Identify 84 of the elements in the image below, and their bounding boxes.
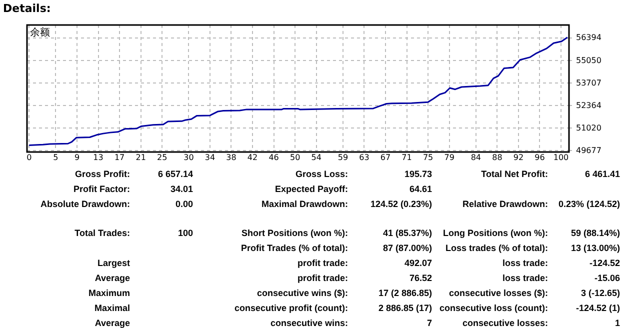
text: Average (94, 318, 130, 328)
y-tick-label: 49677 (576, 146, 602, 155)
text: Expected Payoff: (274, 184, 348, 195)
y-tick-label: 52364 (576, 100, 602, 110)
x-tick-label: 67 (380, 152, 391, 162)
text: 492.07 (404, 258, 432, 269)
text: 2 886.85 (17) (378, 303, 432, 314)
x-tick-label: 9 (74, 152, 80, 162)
x-tick-label: 13 (93, 152, 104, 162)
text: -124.52 (1) (576, 303, 620, 314)
text: -15.06 (594, 273, 620, 284)
x-tick-label: 75 (422, 152, 434, 162)
text: 195.73 (404, 169, 432, 180)
y-tick-label: 56394 (576, 33, 602, 42)
text: 13 (13.00%) (570, 243, 620, 254)
x-tick-label: 92 (513, 152, 524, 162)
text: 6 461.41 (584, 169, 620, 180)
x-tick-label: 88 (492, 152, 502, 162)
text: 59 (88.14%) (570, 228, 620, 239)
x-tick-label: 96 (534, 152, 545, 162)
text: -124.52 (589, 258, 620, 269)
text: Short Positions (won %): (242, 228, 348, 239)
x-tick-label: 34 (204, 152, 216, 162)
text: Profit Factor: (73, 184, 130, 195)
chart-title: Details: (3, 2, 51, 15)
x-tick-label: 0 (26, 152, 32, 162)
text: Maximal Drawdown: (261, 199, 348, 210)
text: 7 (426, 318, 432, 328)
x-tick-label: 17 (114, 152, 125, 162)
x-tick-label: 100 (553, 152, 569, 162)
text: 1 (614, 318, 620, 328)
text: 3 (-12.65) (580, 288, 620, 299)
text: 34.01 (170, 184, 193, 195)
text: Relative Drawdown: (462, 199, 548, 210)
text: Gross Loss: (295, 169, 348, 180)
text: loss trade: (502, 273, 548, 284)
text: consecutive losses: (462, 318, 548, 328)
x-tick-label: 50 (290, 152, 300, 162)
y-tick-label: 53707 (576, 78, 602, 88)
text: Loss trades (% of total): (445, 243, 548, 254)
text: Maximum (88, 288, 130, 299)
x-tick-label: 59 (338, 152, 348, 162)
y-tick-label: 55050 (576, 56, 602, 65)
text: Average (94, 273, 130, 284)
x-tick-label: 54 (311, 152, 322, 162)
x-tick-label: 30 (184, 152, 194, 162)
x-tick-label: 79 (444, 152, 454, 162)
text: 0.00 (175, 199, 193, 210)
text: 17 (2 886.85) (378, 288, 432, 299)
x-tick-label: 46 (268, 152, 279, 162)
text: 0.23% (124.52) (558, 199, 620, 210)
text: consecutive losses ($): (448, 288, 548, 299)
text: 余额 (30, 26, 50, 39)
text: consecutive loss (count): (439, 303, 548, 314)
text: profit trade: (298, 258, 348, 269)
text: profit trade: (298, 273, 348, 284)
x-tick-label: 38 (226, 152, 236, 162)
x-tick-label: 21 (136, 152, 146, 162)
text: Maximal (94, 303, 130, 314)
text: Profit Trades (% of total): (240, 243, 348, 254)
text: Long Positions (won %): (443, 228, 548, 239)
text: 124.52 (0.23%) (370, 199, 432, 210)
text: Total Trades: (74, 228, 130, 239)
x-tick-label: 63 (359, 152, 370, 162)
text: 6 657.14 (158, 169, 193, 180)
x-tick-label: 71 (402, 152, 412, 162)
text: 76.52 (409, 273, 432, 284)
text: consecutive wins: (270, 318, 348, 328)
x-tick-label: 42 (247, 152, 258, 162)
x-tick-label: 5 (53, 152, 58, 162)
text: 41 (85.37%) (382, 228, 432, 239)
x-tick-label: 84 (470, 152, 482, 162)
x-tick-label: 25 (157, 152, 168, 162)
text: 64.61 (409, 184, 432, 195)
text: Largest (97, 258, 130, 269)
text: Absolute Drawdown: (40, 199, 130, 210)
text: 87 (87.00%) (382, 243, 432, 254)
text: 100 (178, 228, 193, 239)
text: Total Net Profit: (481, 169, 548, 180)
y-tick-label: 51020 (576, 123, 602, 132)
text: consecutive wins ($): (256, 288, 348, 299)
text: Gross Profit: (74, 169, 130, 180)
text: consecutive profit (count): (234, 303, 348, 314)
text: loss trade: (502, 258, 548, 269)
